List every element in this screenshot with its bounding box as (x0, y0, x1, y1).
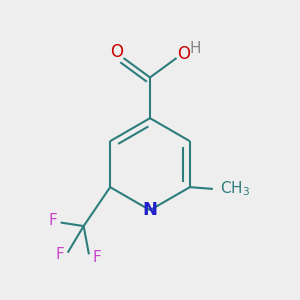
Text: CH$_3$: CH$_3$ (220, 180, 250, 198)
Text: F: F (49, 213, 57, 228)
Text: F: F (56, 247, 64, 262)
Text: H: H (189, 41, 201, 56)
Text: O: O (177, 46, 190, 64)
Text: O: O (110, 43, 123, 61)
Text: N: N (142, 201, 158, 219)
Text: F: F (92, 250, 101, 265)
